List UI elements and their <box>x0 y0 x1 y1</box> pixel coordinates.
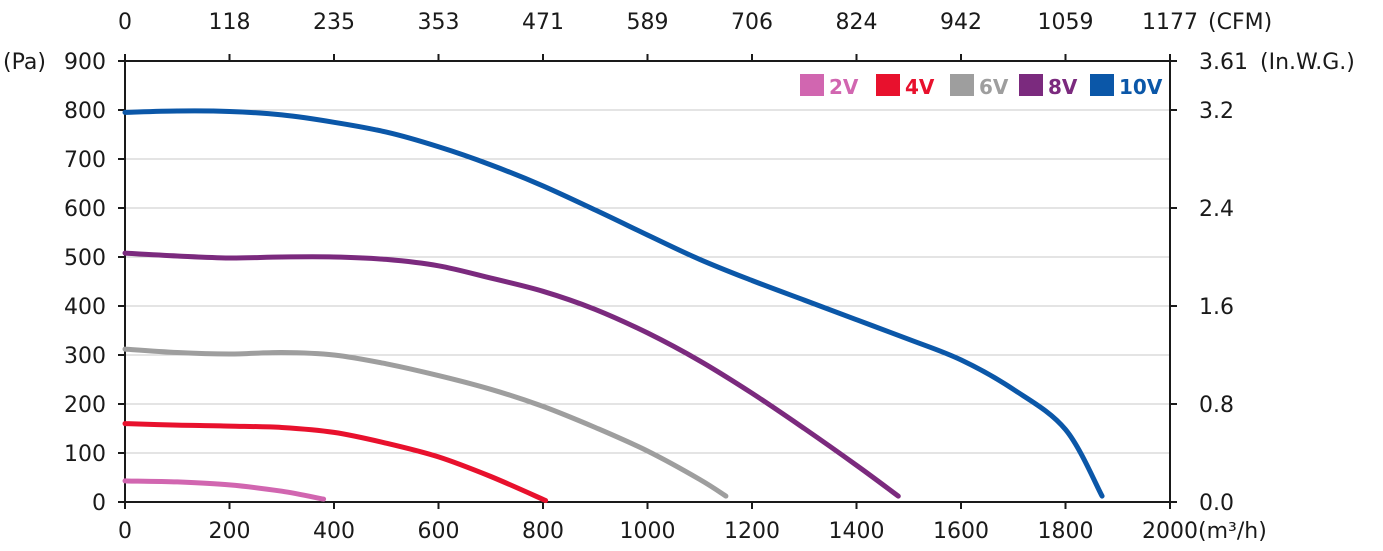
x-top-tick-label: 706 <box>731 10 773 35</box>
y-left-tick-label: 300 <box>64 344 106 369</box>
legend-label-10v: 10V <box>1119 75 1163 99</box>
x-bottom-tick-label: 2000 <box>1142 519 1198 544</box>
x-top-tick-label: 118 <box>209 10 251 35</box>
legend-swatch-4v <box>876 74 900 96</box>
series-line-2v <box>122 478 327 502</box>
x-top-tick-label: 0 <box>118 10 132 35</box>
x-bottom-tick-label: 800 <box>522 519 564 544</box>
x-top-tick-label: 471 <box>522 10 564 35</box>
x-top-tick-label: 1177 <box>1142 10 1198 35</box>
tick-labels: 0 200 400 600 800 1000 1200 1400 1600 1800 2000 (m³… <box>3 10 1355 544</box>
y-right-unit-label: (In.W.G.) <box>1260 50 1355 75</box>
x-bottom-tick-label: 1600 <box>933 519 989 544</box>
series-layer <box>122 108 1105 503</box>
series-line-10v <box>122 108 1105 499</box>
y-right-tick-label: 0.0 <box>1199 491 1234 516</box>
series-line-8v <box>122 250 901 499</box>
y-left-tick-label: 200 <box>64 393 106 418</box>
y-right-tick-label: 1.6 <box>1199 295 1234 320</box>
x-bottom-tick-label: 600 <box>418 519 460 544</box>
legend: 2V 4V 6V 8V 10V <box>800 74 1163 99</box>
y-left-tick-label: 400 <box>64 295 106 320</box>
x-top-tick-label: 942 <box>940 10 982 35</box>
x-top-tick-label: 589 <box>627 10 669 35</box>
x-bottom-tick-label: 1000 <box>620 519 676 544</box>
y-right-tick-label: 3.61 <box>1199 50 1248 75</box>
y-left-unit-label: (Pa) <box>3 50 46 75</box>
legend-swatch-8v <box>1019 74 1043 96</box>
y-left-tick-label: 700 <box>64 148 106 173</box>
y-left-tick-label: 100 <box>64 442 106 467</box>
y-right-tick-label: 2.4 <box>1199 197 1234 222</box>
x-top-tick-label: 353 <box>418 10 460 35</box>
x-bottom-tick-label: 400 <box>313 519 355 544</box>
x-bottom-tick-label: 0 <box>118 519 132 544</box>
legend-label-2v: 2V <box>829 75 859 99</box>
legend-label-8v: 8V <box>1048 75 1078 99</box>
x-bottom-tick-label: 1800 <box>1038 519 1094 544</box>
y-left-tick-label: 800 <box>64 99 106 124</box>
y-left-tick-label: 600 <box>64 197 106 222</box>
x-bottom-tick-label: 1200 <box>724 519 780 544</box>
legend-swatch-2v <box>800 74 824 96</box>
y-right-tick-label: 0.8 <box>1199 393 1234 418</box>
y-left-tick-label: 0 <box>92 491 106 516</box>
axes <box>118 54 1177 509</box>
x-top-tick-label: 1059 <box>1038 10 1094 35</box>
series-line-6v <box>122 346 729 499</box>
y-right-tick-label: 3.2 <box>1199 99 1234 124</box>
x-top-tick-label: 235 <box>313 10 355 35</box>
x-bottom-tick-label: 200 <box>209 519 251 544</box>
x-bottom-tick-label: 1400 <box>829 519 885 544</box>
x-bottom-unit-label: (m³/h) <box>1198 519 1267 544</box>
series-line-4v <box>122 421 549 503</box>
legend-label-4v: 4V <box>905 75 935 99</box>
x-top-tick-label: 824 <box>836 10 878 35</box>
legend-swatch-10v <box>1090 74 1114 96</box>
legend-swatch-6v <box>950 74 974 96</box>
legend-label-6v: 6V <box>979 75 1009 99</box>
y-left-tick-label: 500 <box>64 246 106 271</box>
y-left-tick-label: 900 <box>64 50 106 75</box>
x-top-unit-label: (CFM) <box>1208 10 1272 35</box>
